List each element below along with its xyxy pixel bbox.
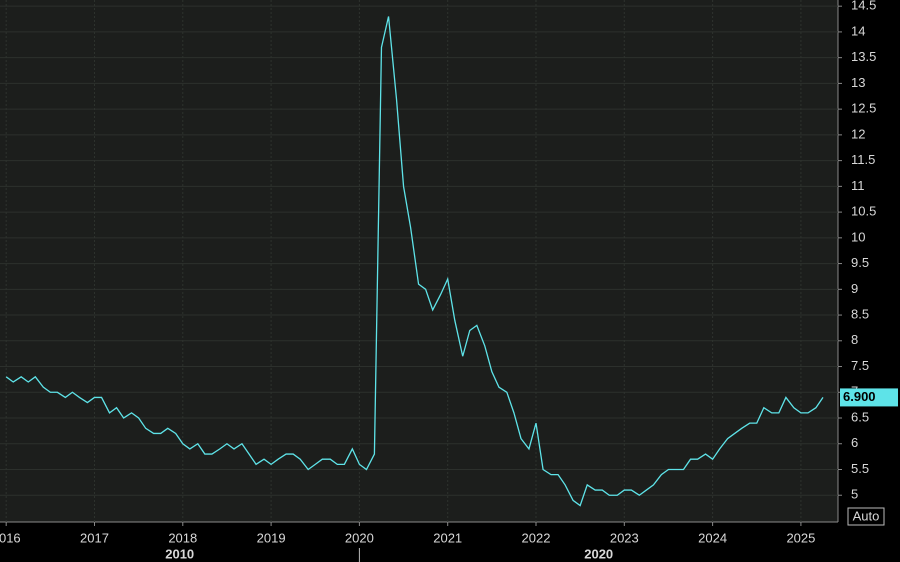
y-tick-label: 14.5 [851, 0, 876, 13]
y-tick-label: 5 [851, 487, 858, 502]
x-group-label: 2020 [584, 546, 613, 561]
y-tick-label: 11 [851, 178, 865, 193]
plot-area [0, 0, 838, 522]
x-group-label: 2010 [165, 546, 194, 561]
x-tick-label: 2025 [786, 530, 815, 545]
scale-label: Auto [853, 508, 880, 523]
y-tick-label: 13 [851, 75, 865, 90]
x-tick-label: 2023 [610, 530, 639, 545]
x-tick-label: 2018 [168, 530, 197, 545]
y-tick-label: 10.5 [851, 204, 876, 219]
y-tick-label: 6.5 [851, 409, 869, 424]
y-tick-label: 10 [851, 229, 865, 244]
last-value-box [840, 388, 898, 407]
last-value-label: 6.900 [843, 389, 876, 404]
y-tick-label: 9.5 [851, 255, 869, 270]
y-tick-label: 13.5 [851, 49, 876, 64]
y-tick-label: 14 [851, 23, 865, 38]
x-tick-label: 2020 [345, 530, 374, 545]
y-tick-label: 11.5 [851, 152, 875, 167]
x-tick-label: 2024 [698, 530, 727, 545]
series-line [5, 16, 824, 507]
y-tick-label: 7.5 [851, 358, 869, 373]
x-tick-label: 2022 [522, 530, 551, 545]
x-tick-label: 2021 [433, 530, 462, 545]
x-tick-label: 2017 [80, 530, 109, 545]
y-tick-label: 6 [851, 435, 858, 450]
y-tick-label: 9 [851, 281, 858, 296]
x-tick-label: 2016 [0, 530, 21, 545]
y-tick-label: 8.5 [851, 306, 869, 321]
y-tick-label: 8 [851, 332, 858, 347]
y-tick-label: 12.5 [851, 101, 876, 116]
scale-box [847, 507, 885, 526]
x-tick-label: 2019 [257, 530, 286, 545]
y-tick-label: 12 [851, 126, 865, 141]
y-tick-label: 5.5 [851, 461, 869, 476]
